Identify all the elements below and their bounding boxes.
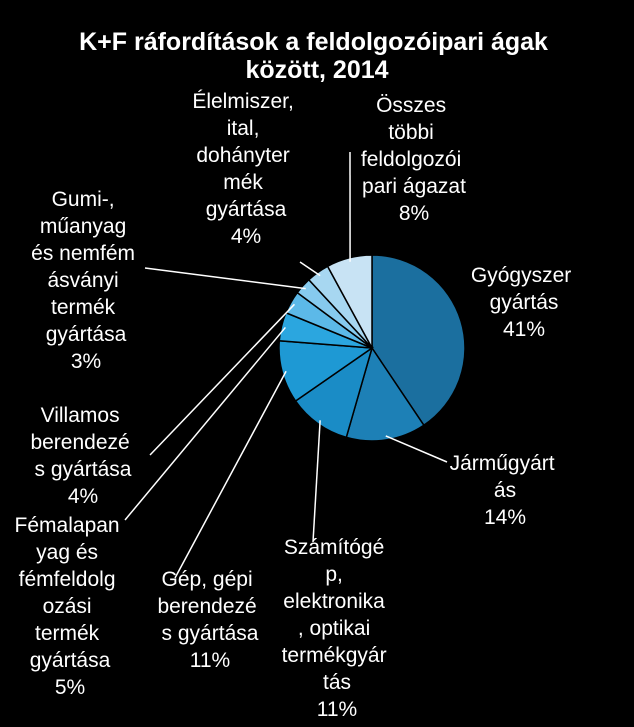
category-label: Élelmiszer, ital, dohányter mék gyártása [192,90,299,221]
leader-line [385,435,448,463]
category-label: Gyógyszer gyártás [471,264,577,314]
category-label: Számítógé p, elektronika , optikai termé… [282,536,393,694]
category-label: Fémalapan yag és fémfeldolg ozási termék… [15,514,126,672]
value-label: 11% [190,649,230,672]
category-label: Villamos berendezé s gyártása [30,404,135,481]
value-label: 11% [317,698,357,721]
value-label: 3% [71,350,101,373]
value-label: 8% [399,202,429,225]
chart-title: K+F ráfordítások a feldolgozóipari ágak … [79,28,555,84]
value-label: 14% [484,506,526,529]
category-label: Járműgyárt ás [450,452,561,502]
leader-line [124,326,286,521]
category-label: Összes többi feldolgozói pari ágazat [361,94,467,198]
value-label: 41% [503,318,545,341]
pie-slice [371,254,466,427]
value-label: 4% [68,485,98,508]
leader-line [299,261,321,277]
leader-line [312,420,321,543]
pie-slice [326,254,373,349]
value-label: 4% [231,225,261,248]
leader-line [149,303,296,456]
leader-line [174,370,287,579]
value-label: 5% [55,676,85,699]
category-label: Gumi-, műanyag és nemfém ásványi termék … [31,188,141,346]
leader-line [144,267,306,290]
category-label: Gép, gépi berendezé s gyártása [157,568,262,645]
